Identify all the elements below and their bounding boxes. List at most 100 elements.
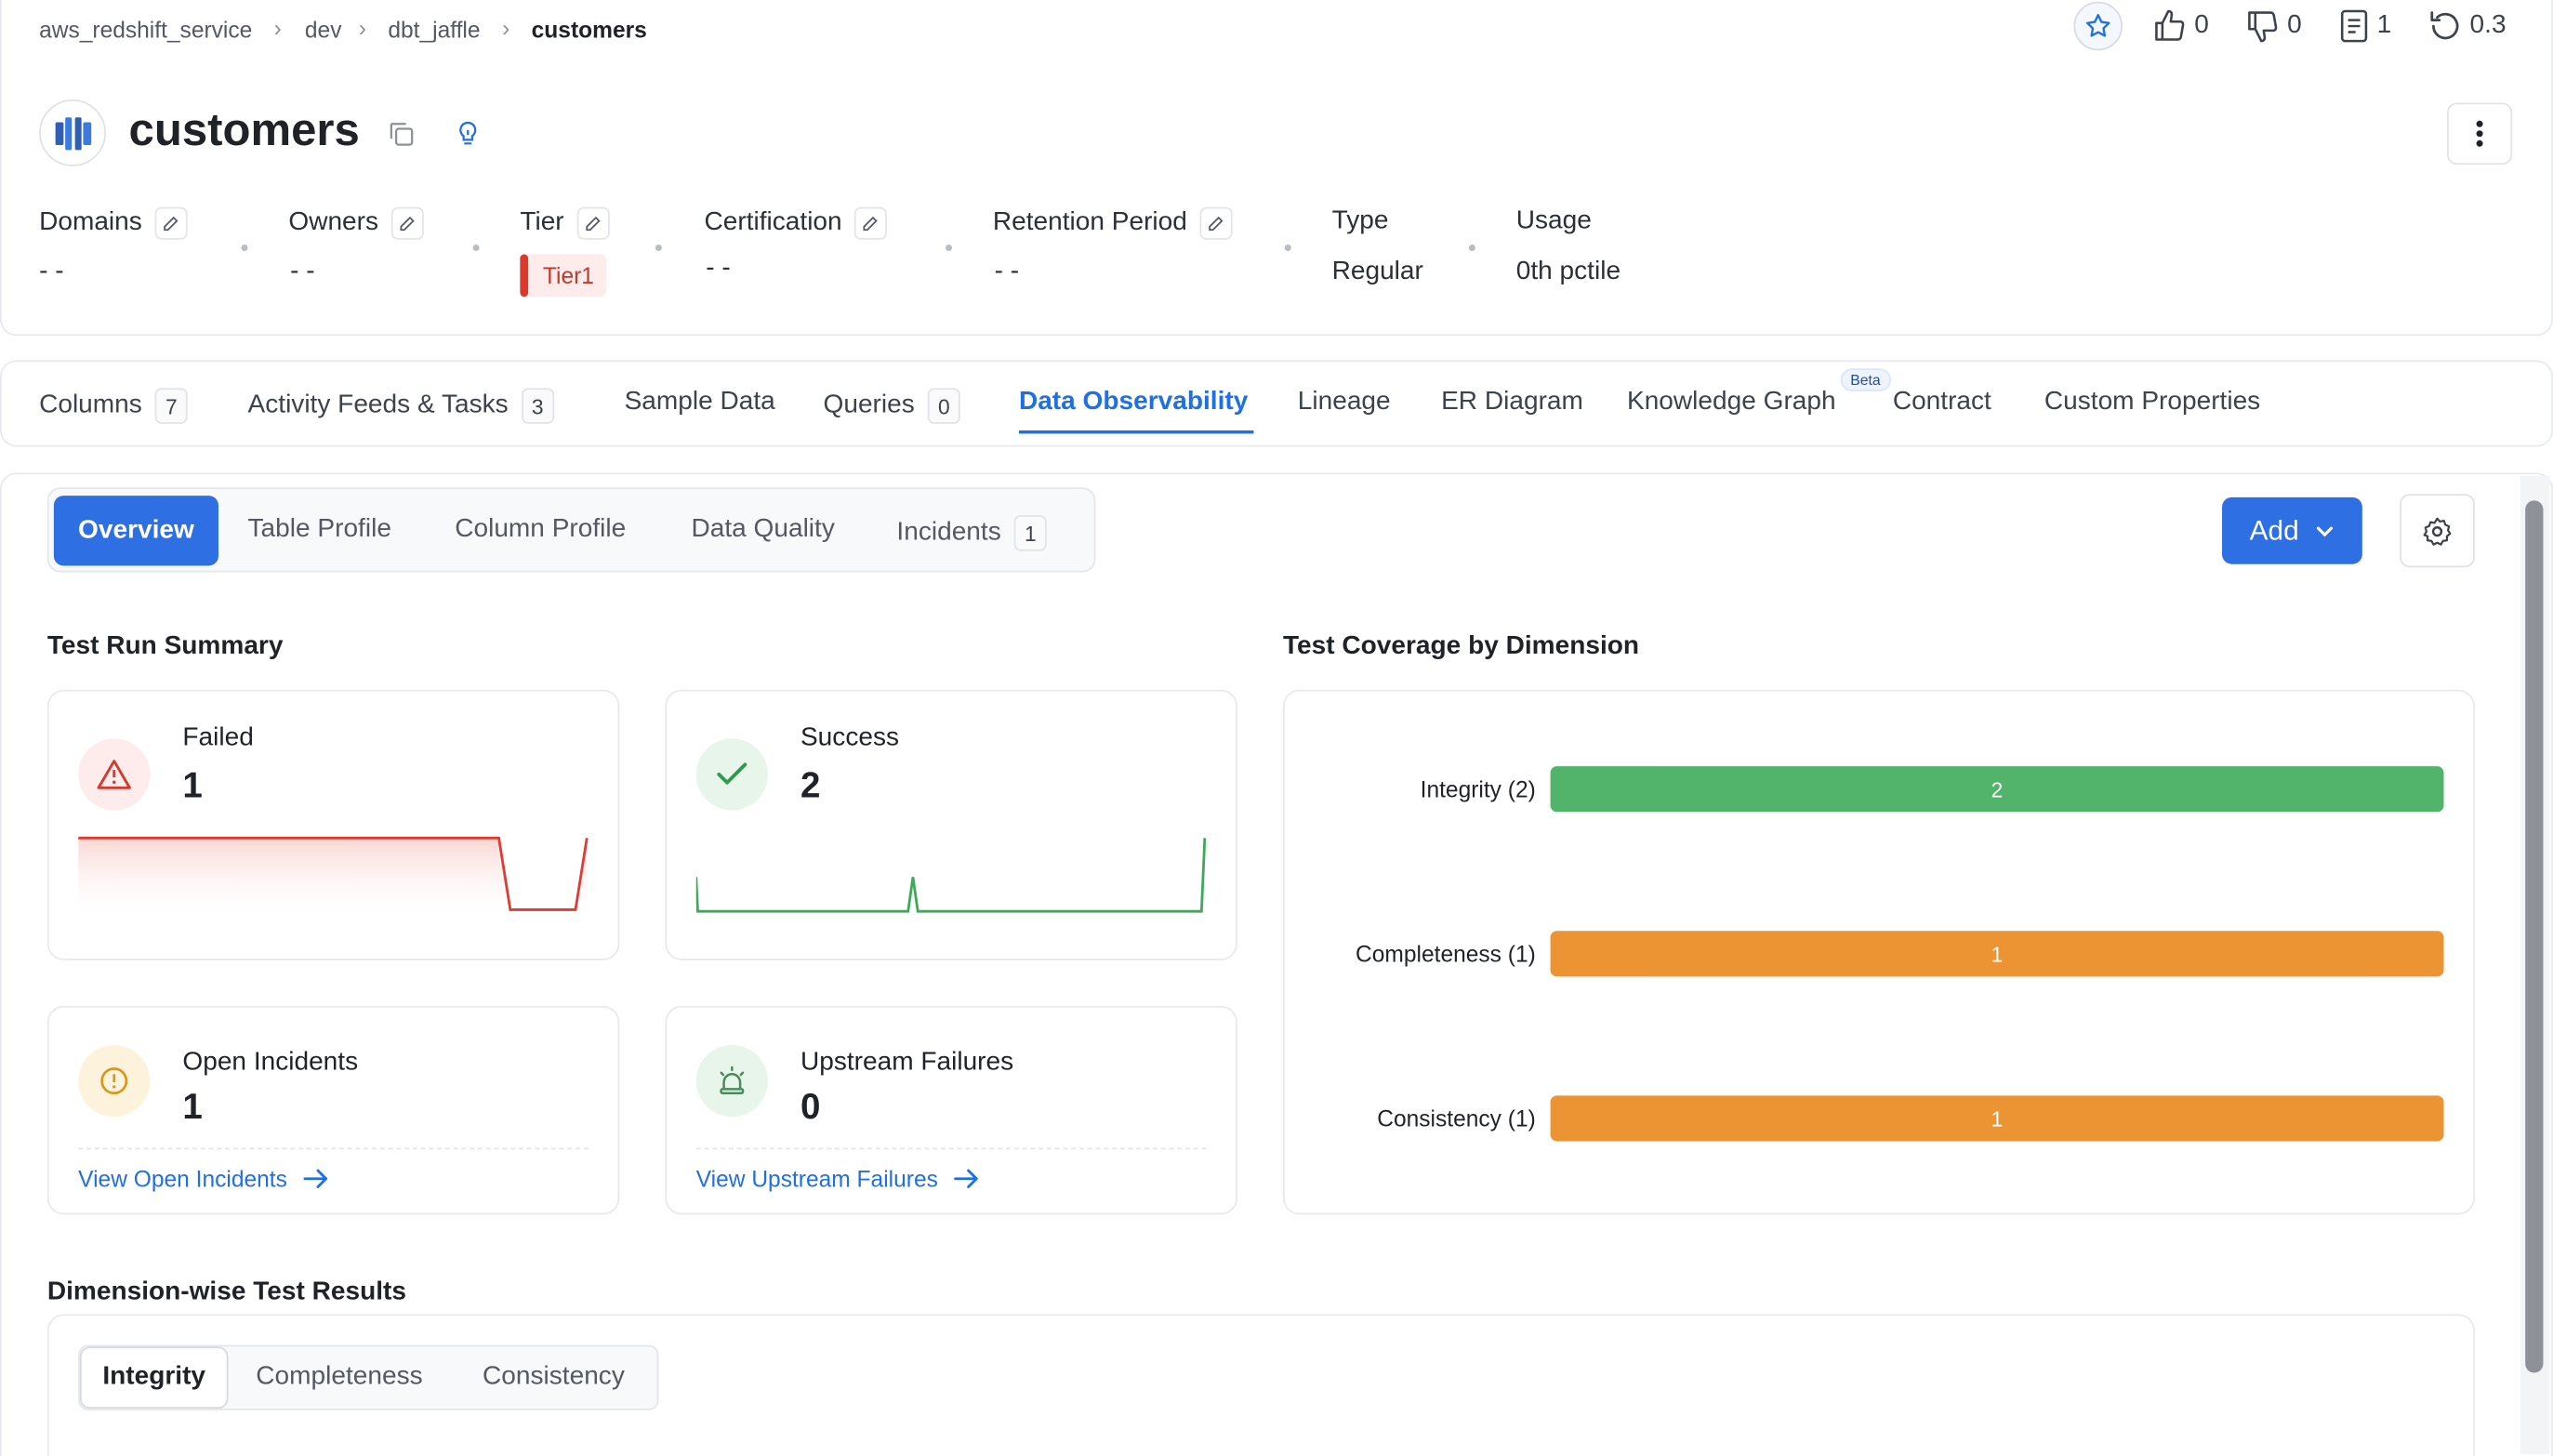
coverage-bar[interactable]: 1 (1550, 931, 2444, 977)
owners-value: - - (290, 258, 315, 285)
gear-icon (2423, 516, 2452, 545)
tab-er-diagram[interactable]: ER Diagram (1441, 388, 1583, 417)
star-icon (2085, 14, 2110, 37)
tab-data-observability[interactable]: Data Observability (1018, 388, 1249, 417)
subtab-incidents[interactable]: Incidents 1 (896, 515, 1047, 551)
tab-sample-data[interactable]: Sample Data (624, 388, 775, 417)
coverage-bar[interactable]: 2 (1550, 766, 2444, 813)
scrollbar-thumb[interactable] (2525, 500, 2544, 1373)
entity-title: customers (128, 104, 360, 155)
tier-tag[interactable]: Tier1 (520, 254, 607, 298)
settings-button[interactable] (2400, 494, 2475, 568)
bar-category-label: Consistency (1) (1377, 1105, 1536, 1132)
tier-label: Tier (520, 206, 610, 240)
warning-triangle-icon (78, 738, 151, 811)
tab-queries[interactable]: Queries 0 (824, 388, 960, 424)
divider (695, 1147, 1207, 1150)
view-open-incidents-link[interactable]: View Open Incidents (78, 1166, 329, 1192)
tab-custom-properties[interactable]: Custom Properties (2044, 388, 2261, 417)
thumbs-down-icon (2248, 11, 2278, 43)
entity-tabs-bar (0, 360, 2553, 447)
upstream-failures-value: 0 (800, 1085, 821, 1127)
separator-dot (241, 245, 248, 252)
thumbs-up-icon (2155, 9, 2185, 41)
type-value: Regular (1331, 258, 1423, 285)
document-icon (2340, 9, 2368, 43)
subtab-table-profile[interactable]: Table Profile (247, 515, 391, 543)
like-count: 0 (2194, 11, 2209, 40)
separator-dot (472, 245, 480, 252)
upstream-failures-label: Upstream Failures (800, 1048, 1014, 1077)
retention-period-label: Retention Period (993, 206, 1233, 240)
history-icon (2430, 11, 2459, 40)
usage-label: Usage (1515, 206, 1592, 235)
follow-star-button[interactable] (2073, 1, 2123, 51)
version-button[interactable]: 0.3 (2427, 8, 2507, 45)
coverage-bar[interactable]: 1 (1550, 1095, 2444, 1142)
edit-retention-icon[interactable] (1199, 206, 1233, 240)
view-upstream-failures-link[interactable]: View Upstream Failures (696, 1166, 981, 1192)
success-card (665, 689, 1237, 960)
lightbulb-icon[interactable] (453, 117, 483, 158)
observability-subtabs (46, 487, 1096, 573)
documents-button[interactable]: 1 (2338, 8, 2392, 45)
failed-card (46, 689, 620, 960)
documents-count: 1 (2376, 11, 2392, 40)
tab-columns[interactable]: Columns 7 (39, 388, 188, 424)
segment-integrity[interactable]: Integrity (79, 1346, 229, 1410)
tab-count-badge: 7 (154, 388, 188, 424)
success-label: Success (800, 723, 900, 752)
beta-badge: Beta (1840, 368, 1891, 391)
subtab-column-profile[interactable]: Column Profile (455, 515, 627, 543)
type-label: Type (1331, 206, 1389, 235)
tier-tag-accent (520, 254, 529, 298)
dislike-button[interactable]: 0 (2245, 8, 2302, 45)
breadcrumb-item-schema[interactable]: dbt_jaffle (388, 16, 481, 43)
edit-tier-icon[interactable] (576, 206, 610, 240)
more-options-button[interactable] (2447, 102, 2513, 165)
arrow-right-icon (954, 1169, 979, 1188)
segment-consistency[interactable]: Consistency (483, 1362, 625, 1391)
upstream-failures-card (665, 1005, 1237, 1215)
check-icon (695, 738, 768, 811)
breadcrumb-item-database[interactable]: dev (304, 16, 342, 43)
chevron-down-icon (2317, 525, 2334, 536)
siren-icon (695, 1044, 768, 1118)
bar-category-label: Integrity (2) (1420, 775, 1536, 802)
edit-owners-icon[interactable] (391, 206, 425, 240)
failed-sparkline (78, 836, 589, 920)
incidents-count-badge: 1 (1013, 515, 1047, 551)
tab-knowledge-graph[interactable]: Knowledge Graph (1626, 388, 1836, 417)
domains-label: Domains (39, 206, 188, 240)
like-button[interactable]: 0 (2152, 8, 2209, 45)
certification-value: - - (706, 254, 731, 283)
breadcrumb-item-current: customers (531, 16, 647, 43)
redshift-logo-icon (39, 99, 106, 166)
add-button[interactable]: Add (2222, 496, 2362, 564)
breadcrumb-item-service[interactable]: aws_redshift_service (39, 16, 253, 43)
chevron-right-icon: › (273, 14, 282, 41)
open-incidents-card (46, 1005, 620, 1215)
test-coverage-title: Test Coverage by Dimension (1283, 632, 1640, 661)
subtab-overview[interactable]: Overview (53, 496, 218, 566)
test-coverage-chart: Integrity (2) 2 Completeness (1) 1 Consisten… (1283, 689, 2475, 1215)
separator-dot (1468, 245, 1475, 252)
failed-label: Failed (182, 723, 254, 752)
success-sparkline (695, 838, 1207, 920)
tab-count-badge: 3 (521, 388, 554, 424)
edit-certification-icon[interactable] (854, 206, 888, 240)
usage-value: 0th pctile (1515, 258, 1621, 285)
copy-icon[interactable] (387, 119, 417, 156)
separator-dot (946, 245, 953, 252)
dislike-count: 0 (2287, 11, 2302, 40)
divider (78, 1147, 589, 1150)
tab-contract[interactable]: Contract (1892, 388, 1991, 417)
tab-activity-feeds[interactable]: Activity Feeds & Tasks 3 (248, 388, 554, 424)
subtab-data-quality[interactable]: Data Quality (691, 515, 835, 543)
tab-lineage[interactable]: Lineage (1297, 388, 1391, 417)
edit-domains-icon[interactable] (154, 206, 188, 240)
chevron-right-icon: › (358, 14, 366, 41)
entity-header-card (0, 0, 2553, 337)
segment-completeness[interactable]: Completeness (256, 1362, 423, 1391)
alert-circle-icon (78, 1044, 151, 1118)
